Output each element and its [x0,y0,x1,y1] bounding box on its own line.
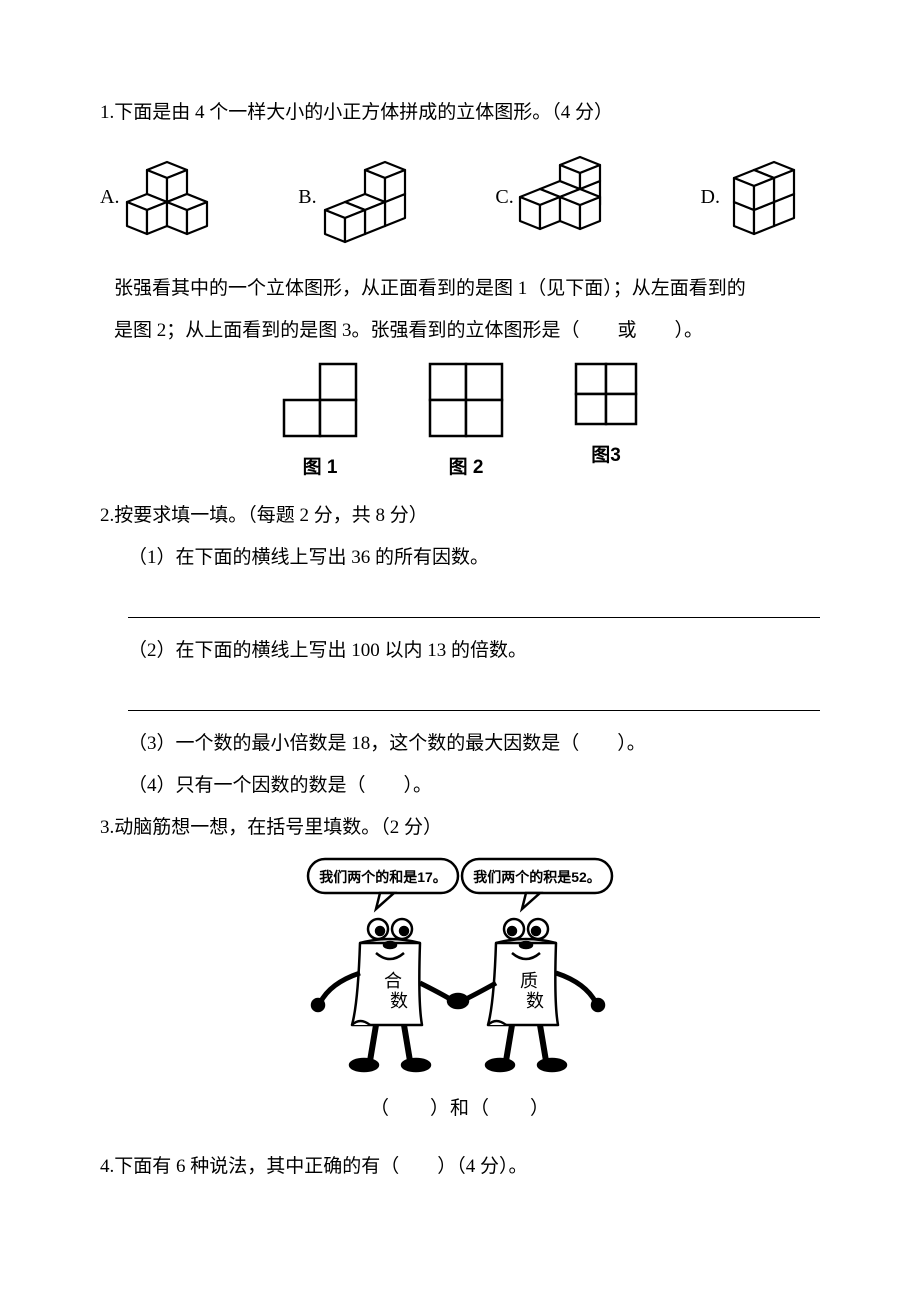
q1-option-d: D. [701,142,820,252]
q1-view-3: 图3 [574,362,638,479]
left-body-char1: 合 [384,971,402,991]
q1-views: 图 1 图 2 图3 [100,362,820,479]
q2-p4: （4）只有一个因数的数是（ ）。 [100,767,820,805]
q1-view-1: 图 1 [282,362,358,479]
right-body-char2: 数 [526,991,544,1011]
q1-options-row: A. [100,142,820,252]
bubble-left-text: 我们两个的和是17。 [319,869,447,885]
worksheet-page: 1.下面是由 4 个一样大小的小正方体拼成的立体图形。（4 分） A. [0,0,920,1250]
q2-blank-2[interactable] [128,690,820,711]
grid-view-2 [428,362,504,438]
q1-body-2: 是图 2；从上面看到的是图 3。张强看到的立体图形是（ 或 ）。 [100,312,820,350]
cube-figure-c [518,145,622,249]
q2-p2: （2）在下面的横线上写出 100 以内 13 的倍数。 [100,632,820,670]
q1-option-c: C. [495,145,621,249]
cube-figure-d [724,142,820,252]
grid-view-3 [574,362,638,426]
q3-caption: （ ）和（ ） [100,1093,820,1120]
q3-cartoon: 我们两个的和是17。 我们两个的积是52。 [100,853,820,1083]
q1-body-1: 张强看其中的一个立体图形，从正面看到的是图 1（见下面）；从左面看到的 [100,270,820,308]
q1-option-b: B. [298,142,416,252]
q2-blank-1[interactable] [128,597,820,618]
q1-view3-label: 图3 [591,440,621,467]
q1-view1-label: 图 1 [303,452,338,479]
right-body-char1: 质 [520,971,538,991]
q1-view2-label: 图 2 [449,452,484,479]
left-body-char2: 数 [390,991,408,1011]
q2-p3: （3）一个数的最小倍数是 18，这个数的最大因数是（ ）。 [100,725,820,763]
grid-view-1 [282,362,358,438]
q1-label-c: C. [495,186,513,209]
q1-label-d: D. [701,186,720,209]
q1-prompt: 1.下面是由 4 个一样大小的小正方体拼成的立体图形。（4 分） [100,94,820,132]
q1-view-2: 图 2 [428,362,504,479]
cube-figure-b [321,142,417,252]
q2-p1: （1）在下面的横线上写出 36 的所有因数。 [100,539,820,577]
q2-header: 2.按要求填一填。（每题 2 分，共 8 分） [100,497,820,535]
cartoon-figure: 我们两个的和是17。 我们两个的积是52。 [290,853,630,1083]
q1-label-a: A. [100,186,119,209]
q3-header: 3.动脑筋想一想，在括号里填数。（2 分） [100,809,820,847]
q4-text: 4.下面有 6 种说法，其中正确的有（ ）（4 分）。 [100,1148,820,1186]
bubble-right-text: 我们两个的积是52。 [473,869,601,885]
cube-figure-a [123,142,219,252]
q1-option-a: A. [100,142,219,252]
q1-label-b: B. [298,186,316,209]
